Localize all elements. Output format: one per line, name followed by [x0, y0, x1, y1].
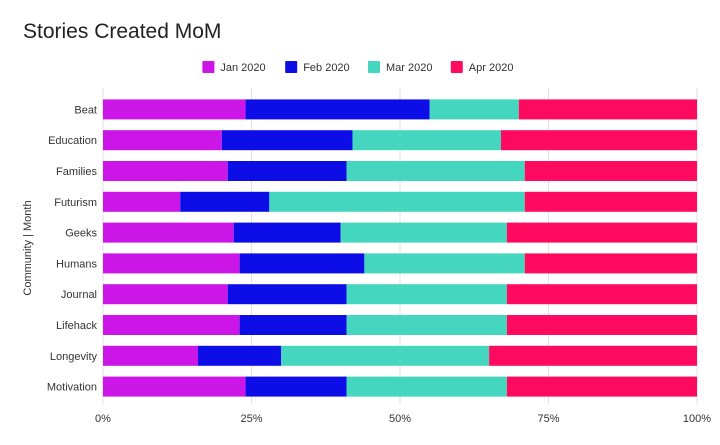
chart-title: Stories Created MoM [23, 20, 222, 43]
y-tick-label: Geeks [65, 228, 97, 240]
y-tick-label: Motivation [47, 382, 97, 394]
bar-segment [103, 376, 246, 397]
legend-label: Mar 2020 [386, 62, 432, 74]
x-tick-label: 75% [537, 413, 559, 425]
bar-segment [506, 284, 697, 305]
bar-segment [245, 376, 347, 397]
bar-segment [506, 376, 697, 397]
y-tick-label: Families [56, 166, 97, 178]
x-tick-label: 100% [683, 413, 711, 425]
bar-segment [500, 130, 697, 151]
legend-swatch [202, 61, 215, 73]
legend-label: Jan 2020 [220, 62, 265, 74]
bar-segment [103, 345, 199, 366]
y-tick-label: Journal [61, 289, 97, 301]
bar-segment [221, 130, 353, 151]
bar-segment [103, 191, 181, 212]
bar-segment [524, 161, 697, 181]
y-tick-label: Education [48, 135, 97, 147]
bar-segment [506, 222, 697, 243]
legend-label: Apr 2020 [469, 62, 514, 74]
y-tick-label: Humans [56, 258, 97, 270]
bar-segment [364, 253, 525, 274]
x-tick-label: 0% [95, 413, 111, 425]
bar-segment [346, 284, 507, 305]
bar-segment [524, 191, 697, 212]
bar-segment [239, 253, 365, 274]
bar-segment [524, 253, 697, 274]
bar-segment [233, 222, 341, 243]
legend-swatch [285, 61, 298, 73]
bar-segment [489, 345, 697, 366]
bar-segment [103, 130, 222, 151]
bar-segment [103, 99, 246, 120]
bar-segment [518, 99, 697, 120]
bar-segment [103, 284, 228, 305]
bar-segment [180, 191, 270, 212]
bar-segment [346, 315, 507, 335]
bar-segment [227, 284, 347, 305]
bar-segment [103, 222, 234, 243]
y-tick-label: Futurism [54, 197, 97, 209]
bar-segment [429, 99, 519, 120]
x-tick-label: 25% [240, 413, 262, 425]
bar-segment [103, 253, 240, 274]
bar-segment [103, 161, 228, 181]
x-tick-label: 50% [389, 413, 411, 425]
bar-segment [198, 345, 282, 366]
bar-segment [239, 315, 347, 335]
y-axis-title: Community | Month [22, 200, 34, 295]
legend-label: Feb 2020 [303, 62, 349, 74]
bar-segment [506, 315, 697, 335]
legend-swatch [450, 61, 463, 73]
bar-segment [269, 191, 525, 212]
y-tick-label: Longevity [50, 351, 98, 363]
bar-segment [352, 130, 501, 151]
bar-segment [227, 161, 347, 181]
y-tick-label: Beat [74, 104, 97, 116]
legend-swatch [368, 61, 380, 73]
bar-segment [340, 222, 507, 243]
bar-segment [346, 161, 525, 181]
bar-segment [103, 315, 240, 335]
y-tick-label: Lifehack [56, 320, 97, 332]
bar-segment [346, 376, 507, 397]
bar-segment [281, 345, 490, 366]
bar-segment [245, 99, 430, 120]
